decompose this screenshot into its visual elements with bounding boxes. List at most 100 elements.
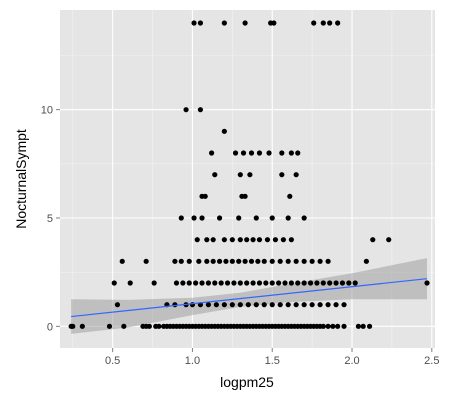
data-point	[244, 280, 250, 286]
data-point	[205, 280, 212, 286]
data-point	[288, 150, 294, 156]
data-point	[223, 258, 229, 264]
data-point	[264, 237, 271, 243]
data-point	[295, 150, 301, 156]
data-point	[360, 323, 366, 329]
data-point	[311, 20, 317, 26]
data-point	[224, 280, 231, 286]
data-point	[186, 280, 192, 286]
data-point	[301, 302, 307, 308]
data-point	[352, 280, 358, 286]
data-point	[151, 280, 157, 286]
data-point	[193, 280, 199, 286]
data-point	[232, 150, 239, 156]
data-point	[279, 172, 285, 178]
data-point	[309, 258, 315, 264]
data-point	[212, 280, 218, 286]
data-point	[301, 215, 307, 221]
data-point	[205, 302, 212, 308]
data-point	[293, 258, 299, 264]
data-point	[237, 302, 243, 308]
data-point	[325, 302, 331, 308]
x-tick-label: 1.5	[265, 355, 280, 367]
data-point	[314, 280, 320, 286]
data-point	[70, 323, 76, 329]
data-point	[320, 280, 326, 286]
data-point	[366, 323, 373, 329]
data-point	[199, 280, 205, 286]
data-point	[250, 237, 256, 243]
data-point	[285, 258, 291, 264]
data-point	[242, 258, 248, 264]
data-point	[335, 323, 341, 329]
data-point	[178, 258, 184, 264]
data-point	[121, 323, 127, 329]
data-point	[183, 107, 189, 113]
data-point	[242, 193, 248, 199]
fit-line-layer	[71, 278, 428, 318]
data-point	[301, 280, 307, 286]
data-point	[307, 280, 314, 286]
data-point	[248, 150, 255, 156]
data-point	[346, 280, 352, 286]
data-point	[156, 323, 162, 329]
data-point	[335, 20, 341, 26]
x-tick-label: 2.5	[424, 355, 439, 367]
fit-line	[71, 278, 428, 318]
data-point	[237, 280, 243, 286]
data-point	[269, 302, 275, 308]
data-point	[248, 258, 255, 264]
data-point	[229, 237, 235, 243]
data-point	[327, 280, 333, 286]
data-point	[320, 323, 326, 329]
data-point	[325, 258, 331, 264]
data-point	[293, 172, 299, 178]
data-point	[339, 280, 346, 286]
data-point	[202, 193, 208, 199]
data-point	[143, 258, 149, 264]
data-point	[285, 302, 291, 308]
data-point	[370, 237, 376, 243]
data-point	[269, 215, 275, 221]
y-tick-label: 0	[47, 321, 53, 333]
data-point	[271, 20, 277, 26]
minor-gridlines	[60, 10, 435, 348]
data-point	[221, 237, 227, 243]
data-point	[229, 258, 235, 264]
confidence-band-layer	[71, 258, 428, 334]
data-point	[341, 323, 347, 329]
data-point	[127, 280, 133, 286]
data-point	[194, 237, 200, 243]
data-point	[204, 258, 210, 264]
data-point	[285, 215, 291, 221]
data-point	[263, 280, 269, 286]
data-point	[253, 302, 259, 308]
data-point	[280, 237, 287, 243]
data-point	[237, 172, 243, 178]
data-point	[197, 107, 204, 113]
data-point	[106, 323, 113, 329]
y-tick-label: 5	[47, 213, 53, 225]
data-point	[213, 302, 219, 308]
data-point	[279, 150, 285, 156]
data-point	[341, 302, 347, 308]
data-point	[261, 258, 267, 264]
data-point	[330, 323, 336, 329]
data-point	[216, 258, 223, 264]
data-point	[255, 258, 261, 264]
data-point	[221, 302, 227, 308]
data-point	[172, 302, 178, 308]
data-point	[242, 20, 248, 26]
x-tick-label: 0.5	[105, 355, 120, 367]
x-tick-label: 2.0	[344, 355, 359, 367]
data-point	[244, 237, 250, 243]
data-point	[240, 150, 247, 156]
data-point	[236, 215, 242, 221]
data-point	[386, 237, 392, 243]
data-point	[229, 302, 235, 308]
data-point	[256, 280, 263, 286]
data-point	[309, 302, 315, 308]
data-point	[295, 280, 301, 286]
x-axis-title: logpm25	[220, 374, 274, 390]
y-axis: 0 5 10	[41, 105, 60, 333]
